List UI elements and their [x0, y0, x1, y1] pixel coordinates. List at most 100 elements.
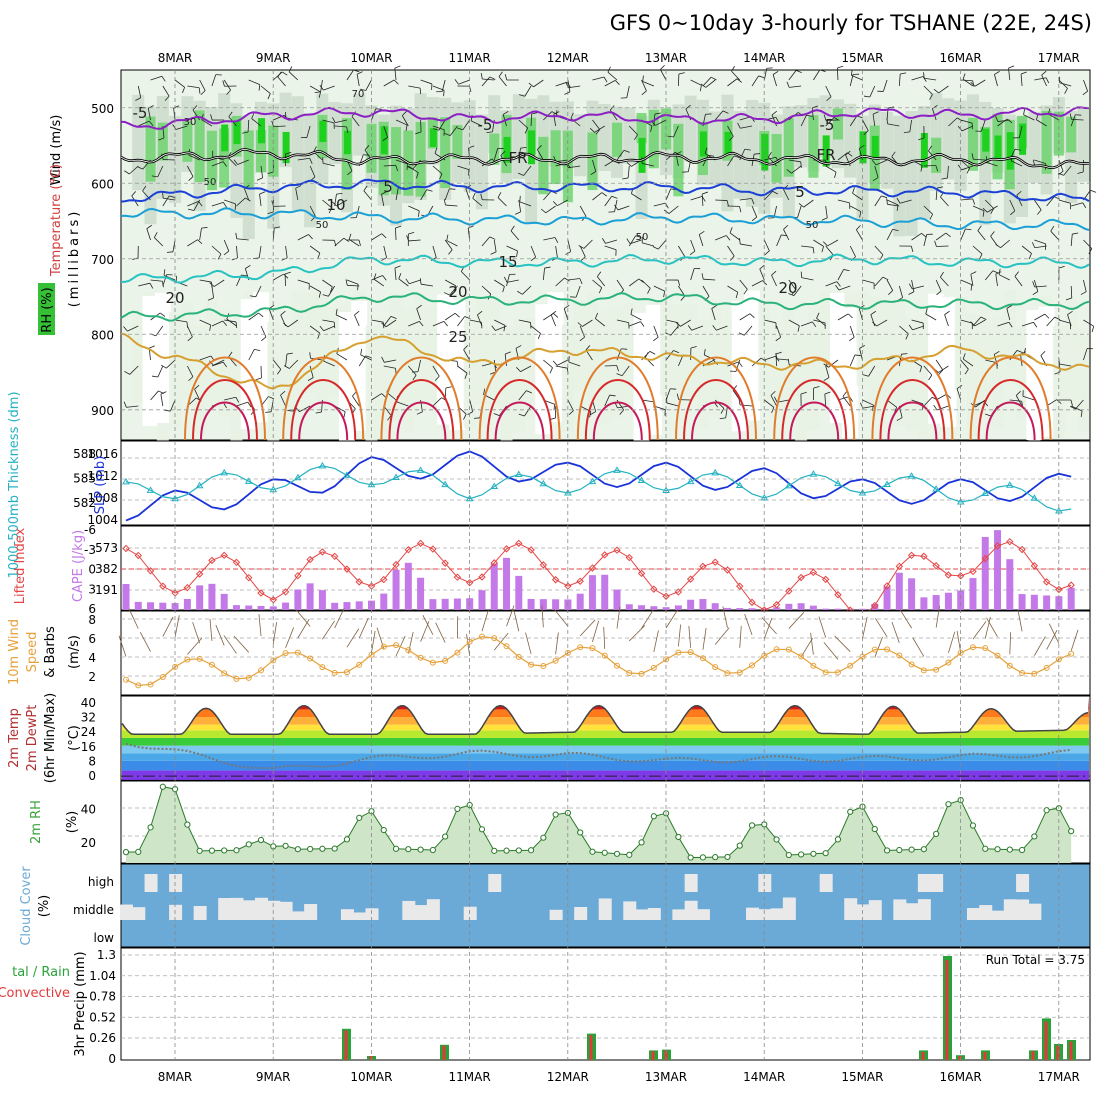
wind-barb — [567, 239, 572, 252]
wind-barb — [248, 312, 259, 321]
wind-barb-flag — [358, 239, 361, 246]
wind-barb-flag — [502, 286, 505, 293]
wind-barb-flag — [812, 321, 817, 328]
lifted-index-marker — [416, 539, 425, 548]
wind-barb — [972, 205, 985, 212]
wind-barb-flag — [652, 246, 659, 250]
wind-speed-marker — [221, 670, 228, 677]
tick-label: 582 — [73, 496, 96, 510]
surface-barb — [874, 617, 888, 638]
wind-barb-flag — [743, 289, 748, 295]
lifted-index-marker — [134, 551, 142, 560]
thickness-marker — [343, 471, 351, 478]
wind-barb — [974, 319, 986, 327]
wind-barb — [869, 85, 876, 98]
wind-barb — [876, 319, 888, 327]
contour-label: 50 — [806, 220, 819, 231]
wind-barb — [657, 239, 667, 250]
wind-barb-flag — [918, 137, 925, 141]
rh-cell-light — [512, 318, 525, 433]
rh2m-marker — [613, 850, 621, 857]
rh2m-label: 2m RH — [29, 800, 44, 844]
wind-barb-flag — [638, 278, 644, 283]
wind-barb-flag — [518, 94, 525, 97]
wind-barb-flag — [317, 252, 321, 259]
wind-barb-flag — [382, 275, 387, 281]
wind-speed-marker — [601, 652, 608, 659]
wind-barb-flag — [851, 69, 853, 76]
wind-barb — [126, 405, 139, 408]
top-date-axis: 8MAR 9MAR 10MAR 11MAR 12MAR 13MAR 14MAR 15MAR 16… — [158, 51, 1080, 65]
wind-barb-flag — [288, 66, 293, 72]
rh2m-marker — [896, 846, 903, 854]
rh2m-marker — [159, 783, 166, 790]
wind-barb — [596, 276, 606, 287]
wind-barb — [227, 157, 237, 167]
lifted-index-marker — [932, 561, 940, 570]
wind-speed-marker — [589, 645, 596, 652]
rh2m-marker — [307, 845, 314, 853]
lifted-index-marker — [686, 575, 695, 583]
rh2m-marker — [945, 801, 952, 808]
wind-barb-flag — [537, 145, 542, 150]
thickness-marker — [711, 468, 720, 476]
wind-barb-flag — [708, 154, 715, 157]
wind-barb-flag — [812, 105, 818, 109]
wind-barb — [260, 85, 271, 94]
wind-barb — [518, 390, 527, 401]
tick-label: 16 — [81, 740, 96, 754]
wind-barb — [727, 125, 734, 137]
wind-barb-flag — [739, 206, 742, 213]
wind-barb-flag — [433, 128, 440, 131]
wind-barb-flag — [223, 402, 227, 409]
wind-barb — [630, 314, 642, 321]
wind-barb-flag — [343, 237, 349, 242]
wind-speed-marker — [798, 653, 805, 660]
cloud-block-middle — [132, 907, 146, 920]
upper-temp-label: Temperature (°C) — [49, 164, 64, 277]
lifted-index-marker — [993, 542, 1002, 550]
wind-barb-flag — [933, 88, 939, 94]
wind-barb-flag — [131, 191, 137, 197]
wind-barb — [961, 125, 974, 132]
cloud-block-middle — [291, 911, 305, 920]
cape-bar — [429, 599, 437, 610]
wind-barb — [936, 245, 949, 247]
rh2m-gridlines — [121, 807, 1090, 837]
wind-barb — [739, 198, 752, 201]
wind-barb-flag — [408, 232, 415, 235]
wind-barb-flag — [1069, 113, 1072, 120]
wind-barb-flag — [394, 265, 401, 269]
warm-dome-contour — [879, 379, 946, 441]
temp-band — [122, 738, 1089, 746]
wind-barb-flag — [146, 224, 152, 229]
thickness-marker — [392, 473, 400, 481]
wind-barb — [1034, 245, 1047, 249]
wind-barb-flag — [626, 238, 631, 244]
lifted-index-marker — [380, 575, 388, 584]
wind-barb — [628, 235, 636, 247]
wind-barb — [335, 119, 348, 124]
wind-barb-flag — [332, 117, 336, 123]
wind-barb — [862, 405, 875, 409]
wind-barb — [627, 165, 630, 178]
wind-speed-marker — [196, 655, 203, 662]
slp-gridlines — [121, 457, 1090, 501]
temp-mask-shape — [122, 697, 1089, 735]
wind-barb — [199, 355, 212, 361]
lifted-index-marker — [662, 592, 670, 601]
rh-cell-green — [832, 108, 843, 140]
wind-barb — [449, 125, 458, 136]
rh2m-marker — [454, 805, 461, 813]
wind-barb — [923, 365, 933, 376]
wind-barb-flag — [318, 291, 321, 298]
pressure-tick-label: 600 — [91, 177, 114, 191]
wind-barb — [592, 76, 605, 81]
wind-barb — [923, 397, 933, 407]
wind-barb-flag — [209, 282, 215, 287]
wind-barb-flag — [980, 316, 987, 321]
rh-cell-light — [426, 305, 439, 403]
cloud-block-middle — [782, 897, 796, 920]
wind-barb-flag — [849, 336, 855, 342]
wind-barb-flag — [738, 332, 745, 336]
